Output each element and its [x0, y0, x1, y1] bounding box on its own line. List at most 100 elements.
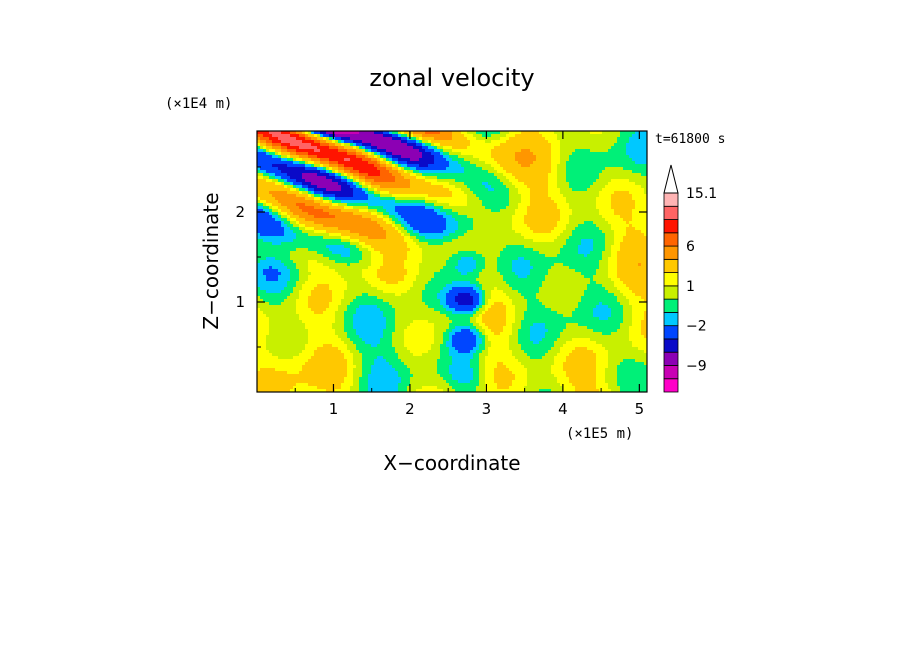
- contour-cell: [407, 209, 411, 213]
- contour-cell: [305, 155, 309, 159]
- contour-cell: [473, 155, 477, 159]
- contour-cell: [581, 158, 585, 162]
- contour-cell: [425, 209, 429, 213]
- contour-cell: [608, 146, 612, 150]
- contour-cell: [323, 173, 327, 177]
- contour-cell: [371, 149, 375, 153]
- contour-cell: [347, 179, 351, 183]
- contour-cell: [317, 179, 321, 183]
- contour-cell: [332, 194, 336, 198]
- contour-cell: [419, 209, 423, 213]
- contour-cell: [308, 215, 312, 219]
- contour-cell: [446, 191, 450, 195]
- contour-cell: [608, 176, 612, 180]
- contour-cell: [530, 167, 534, 171]
- contour-cell: [293, 212, 297, 216]
- contour-cell: [383, 131, 387, 135]
- contour-cell: [353, 203, 357, 207]
- contour-cell: [344, 152, 348, 156]
- contour-cell: [500, 149, 504, 153]
- contour-cell: [566, 212, 570, 216]
- contour-cell: [374, 161, 378, 165]
- contour-cell: [428, 200, 432, 204]
- contour-cell: [608, 212, 612, 216]
- contour-cell: [632, 200, 636, 204]
- contour-cell: [407, 137, 411, 141]
- contour-cell: [380, 185, 384, 189]
- contour-cell: [524, 206, 528, 210]
- contour-cell: [371, 134, 375, 138]
- contour-cell: [374, 134, 378, 138]
- contour-cell: [260, 206, 264, 210]
- contour-cell: [431, 164, 435, 168]
- contour-cell: [497, 131, 501, 135]
- contour-cell: [545, 164, 549, 168]
- contour-cell: [434, 200, 438, 204]
- contour-cell: [578, 197, 582, 201]
- contour-cell: [476, 149, 480, 153]
- contour-cell: [443, 209, 447, 213]
- contour-cell: [527, 152, 531, 156]
- contour-cell: [524, 212, 528, 216]
- contour-cell: [329, 191, 333, 195]
- contour-cell: [359, 197, 363, 201]
- contour-cell: [416, 155, 420, 159]
- contour-cell: [479, 203, 483, 207]
- contour-cell: [602, 185, 606, 189]
- contour-cell: [272, 173, 276, 177]
- contour-cell: [329, 134, 333, 138]
- contour-cell: [566, 191, 570, 195]
- contour-cell: [404, 149, 408, 153]
- contour-cell: [395, 164, 399, 168]
- contour-cell: [611, 131, 615, 135]
- contour-cell: [626, 137, 630, 141]
- contour-cell: [317, 215, 321, 219]
- contour-cell: [326, 206, 330, 210]
- contour-cell: [491, 182, 495, 186]
- contour-cell: [317, 206, 321, 210]
- contour-cell: [320, 167, 324, 171]
- contour-cell: [590, 140, 594, 144]
- contour-cell: [287, 209, 291, 213]
- contour-cell: [380, 173, 384, 177]
- contour-cell: [278, 167, 282, 171]
- contour-cell: [443, 173, 447, 177]
- contour-cell: [557, 149, 561, 153]
- contour-cell: [377, 185, 381, 189]
- contour-cell: [635, 158, 639, 162]
- contour-cell: [560, 131, 564, 135]
- contour-cell: [527, 131, 531, 135]
- contour-cell: [479, 164, 483, 168]
- contour-cell: [290, 185, 294, 189]
- contour-cell: [422, 182, 426, 186]
- contour-cell: [425, 164, 429, 168]
- contour-cell: [395, 203, 399, 207]
- contour-cell: [431, 173, 435, 177]
- contour-cell: [581, 155, 585, 159]
- contour-cell: [335, 182, 339, 186]
- contour-cell: [611, 137, 615, 141]
- contour-cell: [563, 152, 567, 156]
- contour-cell: [569, 185, 573, 189]
- contour-cell: [611, 194, 615, 198]
- contour-cell: [542, 212, 546, 216]
- contour-cell: [500, 191, 504, 195]
- contour-cell: [362, 206, 366, 210]
- contour-cell: [377, 200, 381, 204]
- contour-cell: [281, 131, 285, 135]
- contour-cell: [320, 134, 324, 138]
- contour-cell: [302, 209, 306, 213]
- contour-cell: [389, 167, 393, 171]
- contour-cell: [302, 134, 306, 138]
- contour-cell: [533, 149, 537, 153]
- contour-cell: [596, 212, 600, 216]
- contour-cell: [497, 152, 501, 156]
- contour-cell: [446, 176, 450, 180]
- contour-cell: [392, 185, 396, 189]
- contour-cell: [599, 131, 603, 135]
- contour-cell: [542, 155, 546, 159]
- contour-cell: [269, 191, 273, 195]
- contour-cell: [482, 176, 486, 180]
- contour-cell: [440, 155, 444, 159]
- contour-cell: [626, 185, 630, 189]
